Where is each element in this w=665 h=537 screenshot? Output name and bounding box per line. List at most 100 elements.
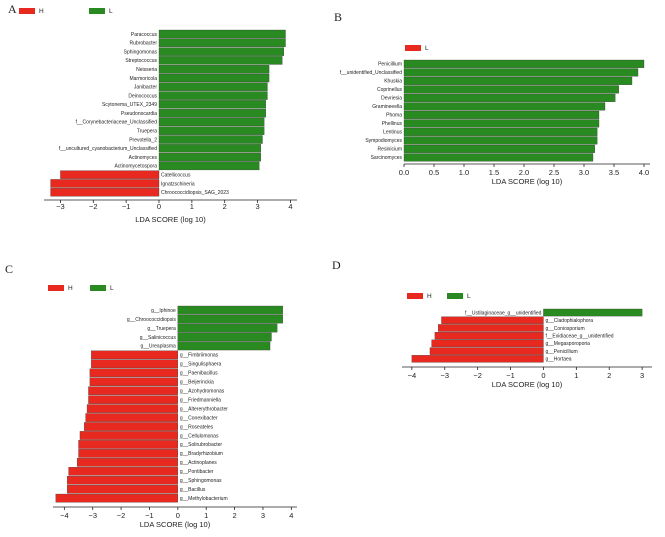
x-tick-label: −3 <box>440 371 449 380</box>
bar-label: Resinicium <box>378 147 402 153</box>
bar-l <box>403 85 619 94</box>
x-axis-title: LDA SCORE (log 10) <box>492 380 563 389</box>
bar-label: Coprinellus <box>377 87 403 93</box>
x-tick-label: −2 <box>117 511 126 520</box>
x-tick-label: 1 <box>190 202 194 211</box>
bar-h <box>84 422 178 431</box>
panel-c: C H Lg__Iphinoe g__Chroococcidiopsis g__True… <box>5 262 297 529</box>
x-tick-label: 0.5 <box>429 168 439 177</box>
bar-label: Actinomyces <box>129 155 158 161</box>
bar-label: Gramineeella <box>372 104 402 110</box>
bar-l <box>403 68 639 77</box>
x-tick-label: 1.0 <box>459 168 469 177</box>
bar-label: g__Ureaplasma <box>141 344 177 350</box>
bar-l <box>158 47 285 56</box>
bar-label: g__Solirubrobacter <box>180 442 223 448</box>
bar-l <box>158 73 270 83</box>
bar-h <box>78 440 178 449</box>
bar-h <box>88 386 178 395</box>
x-tick-label: 2 <box>223 202 227 211</box>
bar-label: g__Friedmanniella <box>180 397 221 403</box>
x-tick-label: 1.5 <box>489 168 499 177</box>
x-tick-label: −2 <box>473 371 482 380</box>
x-tick-label: 3 <box>261 511 265 520</box>
legend-swatch-h <box>19 8 35 14</box>
bar-label: g__Coniosporium <box>545 326 584 332</box>
x-tick-label: 0 <box>157 202 161 211</box>
bar-label: g__Truepera <box>147 326 176 332</box>
bar-l <box>543 308 643 317</box>
bar-label: f__Exidiaceae_g__unidentified <box>545 333 613 339</box>
bar-l <box>158 117 265 127</box>
bar-label: g__Megasporoporia <box>545 341 590 347</box>
bar-label: g__Hortaea <box>545 357 571 363</box>
bar-label: g__Pontibacter <box>180 469 214 475</box>
x-tick-label: −4 <box>408 371 417 380</box>
bar-label: Paracoccus <box>131 32 158 38</box>
x-tick-label: 3.5 <box>609 168 619 177</box>
legend-label-h: H <box>39 8 44 15</box>
bar-l <box>158 56 283 65</box>
x-tick-label: 4 <box>289 511 293 520</box>
bar-label: Streptococcus <box>125 58 157 64</box>
bar-label: Khuskia <box>384 79 402 85</box>
x-tick-label: −2 <box>89 202 98 211</box>
bar-label: Deinococcus <box>128 93 157 99</box>
bar-l <box>403 153 594 162</box>
legend-label-h: H <box>427 293 432 300</box>
panel-label: A <box>8 2 17 16</box>
bar-label: g__Bacillus <box>180 487 206 493</box>
legend-label-h: H <box>68 285 73 292</box>
bar-l <box>158 29 286 39</box>
x-tick-label: 3 <box>255 202 259 211</box>
bar-h <box>78 449 178 458</box>
bar-label: g__Altererythrobacter <box>180 406 228 412</box>
bar-l <box>158 38 286 48</box>
bar-h <box>79 431 178 440</box>
bar-l <box>403 127 598 136</box>
bar-l <box>403 144 595 153</box>
bar-l <box>403 76 633 85</box>
bar-label: g__Salinicoccus <box>140 335 177 341</box>
bar-label: g__Chroococcidiopsis <box>127 317 176 323</box>
bar-h <box>438 324 544 332</box>
x-tick-label: 0 <box>176 511 180 520</box>
panel-d: DH Lf__Ustilaginaceae_g__unidentifiedg__C… <box>332 258 652 389</box>
bar-h <box>91 350 178 360</box>
x-tick-label: −1 <box>122 202 131 211</box>
bar-l <box>403 59 645 68</box>
bar-l <box>403 136 598 145</box>
bar-l <box>403 102 606 111</box>
x-tick-label: −1 <box>145 511 154 520</box>
bar-h <box>431 339 544 348</box>
bar-l <box>403 110 600 119</box>
bar-label: Penicillium <box>378 62 402 68</box>
bar-l <box>158 135 263 144</box>
bar-label: Chroococcidiopsis_SAG_2023 <box>161 190 229 196</box>
x-tick-label: 4 <box>288 202 292 211</box>
legend-label-l: L <box>110 285 114 292</box>
bar-h <box>89 377 178 387</box>
legend-swatch-h <box>48 285 64 291</box>
bar-label: g__Azohydromonas <box>180 389 225 395</box>
bar-label: g__Bradyrhizobium <box>180 451 223 457</box>
bar-h <box>89 368 178 378</box>
legend-swatch-l <box>89 8 105 14</box>
panel-label: B <box>334 10 342 24</box>
bar-label: g__Roseateles <box>180 424 214 430</box>
bar-label: g__Singulisphaera <box>180 362 222 368</box>
bar-l <box>403 119 600 128</box>
bar-h <box>67 475 178 485</box>
bar-l <box>177 323 278 333</box>
bar-label: Devriesia <box>381 96 402 102</box>
bar-h <box>429 347 544 355</box>
bar-l <box>158 82 268 91</box>
bar-label: f__unidentified_Unclassified <box>340 70 402 76</box>
bar-label: Sympodiomyces <box>365 138 402 144</box>
legend-swatch-l <box>447 293 463 299</box>
bar-h <box>411 355 544 363</box>
bar-h <box>50 179 160 188</box>
bar-l <box>158 161 260 171</box>
bar-label: g__Cladophialophora <box>545 318 593 324</box>
